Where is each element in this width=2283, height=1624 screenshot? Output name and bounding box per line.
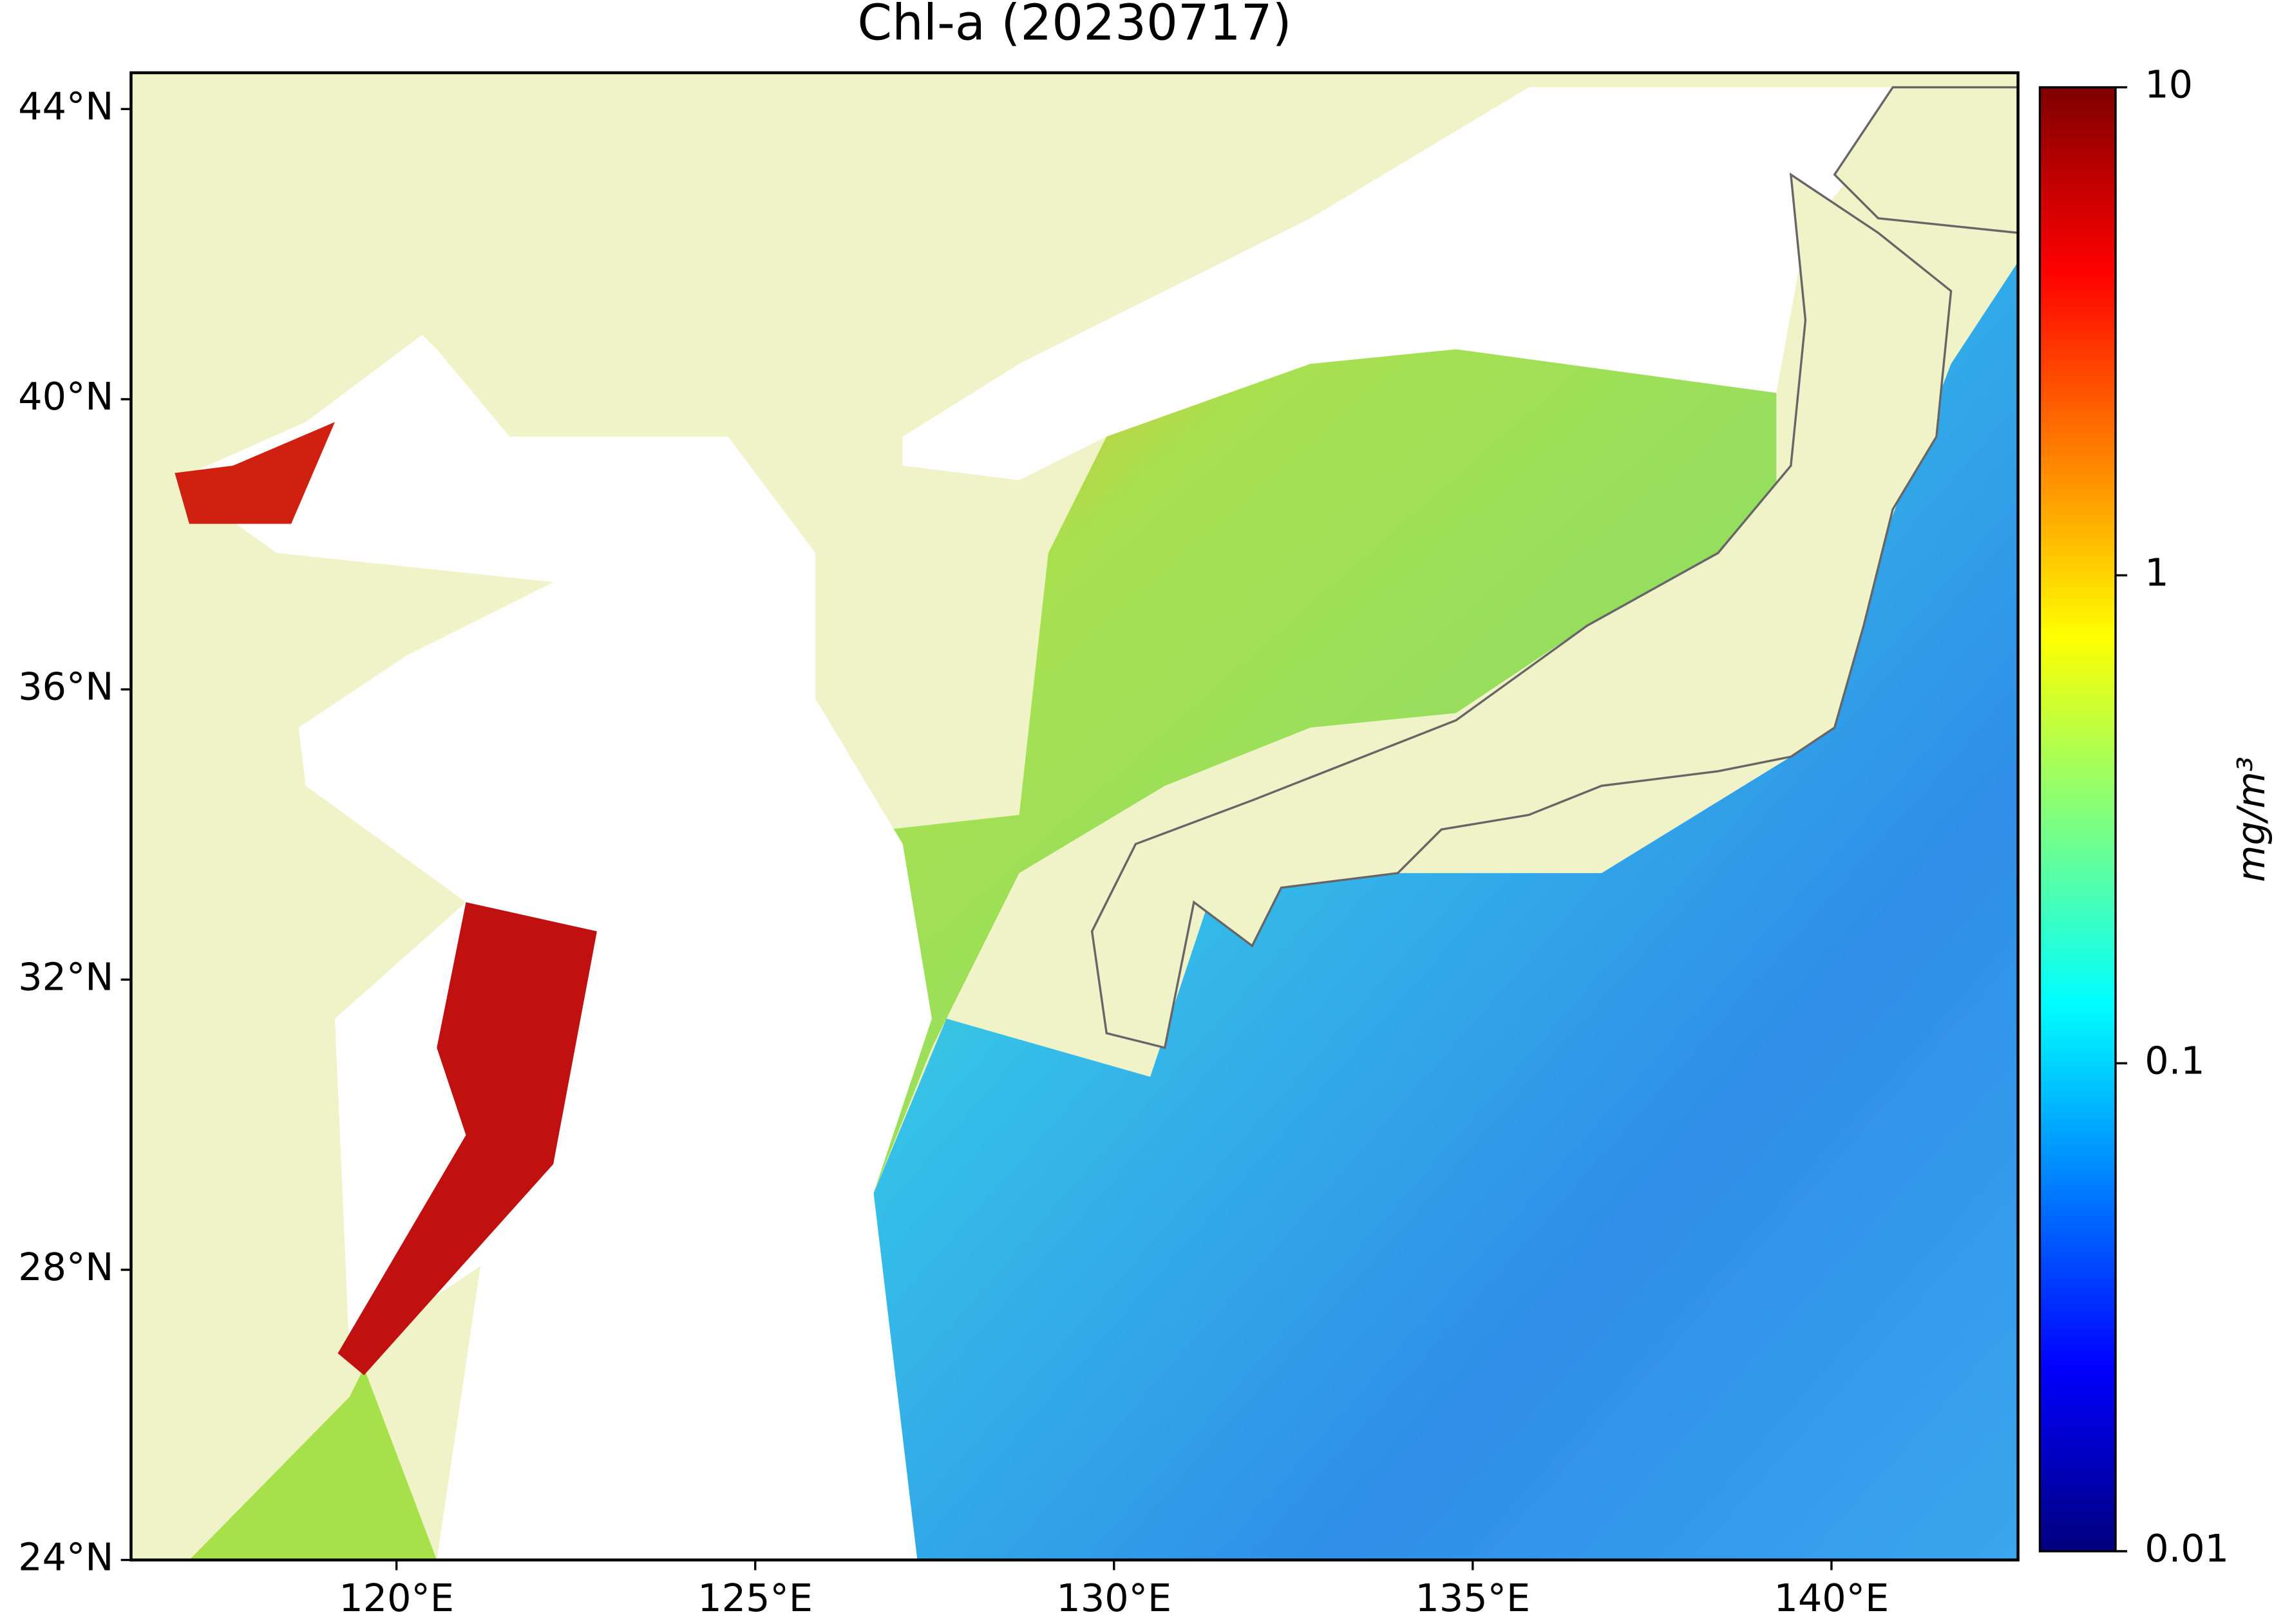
colorbar-label: mg/m³	[2229, 757, 2273, 882]
y-tick-label: 44°N	[18, 84, 113, 128]
colorbar-tick-label: 0.01	[2145, 1526, 2229, 1571]
colorbar-tick-label: 10	[2145, 62, 2193, 107]
x-tick-label: 140°E	[1774, 1576, 1890, 1620]
y-tick-label: 24°N	[18, 1535, 113, 1580]
y-tick-label: 40°N	[18, 374, 113, 419]
y-tick-label: 28°N	[18, 1245, 113, 1289]
japan-land	[1090, 172, 1953, 1050]
x-tick-label: 120°E	[339, 1576, 454, 1620]
colorbar	[2038, 86, 2117, 1553]
y-tick-label: 36°N	[18, 665, 113, 709]
plot-frame	[129, 71, 2020, 1562]
coastal-bloom	[175, 422, 335, 524]
pacific-ocean	[873, 261, 2018, 1560]
map-area	[131, 72, 2018, 1560]
x-tick-label: 135°E	[1415, 1576, 1530, 1620]
colorbar-tick-label: 1	[2145, 551, 2168, 595]
x-tick-label: 130°E	[1056, 1576, 1171, 1620]
colorbar-tick-label: 0.1	[2145, 1038, 2204, 1082]
chart-title: Chl-a (20230717)	[857, 0, 1291, 52]
sea-of-japan	[815, 349, 1777, 1194]
hokkaido-land	[1833, 86, 2018, 234]
coastal-water	[189, 1368, 437, 1560]
x-tick-label: 125°E	[697, 1576, 813, 1620]
cloud	[902, 87, 1922, 480]
coastal-bloom	[337, 902, 597, 1375]
y-tick-label: 32°N	[18, 954, 113, 999]
